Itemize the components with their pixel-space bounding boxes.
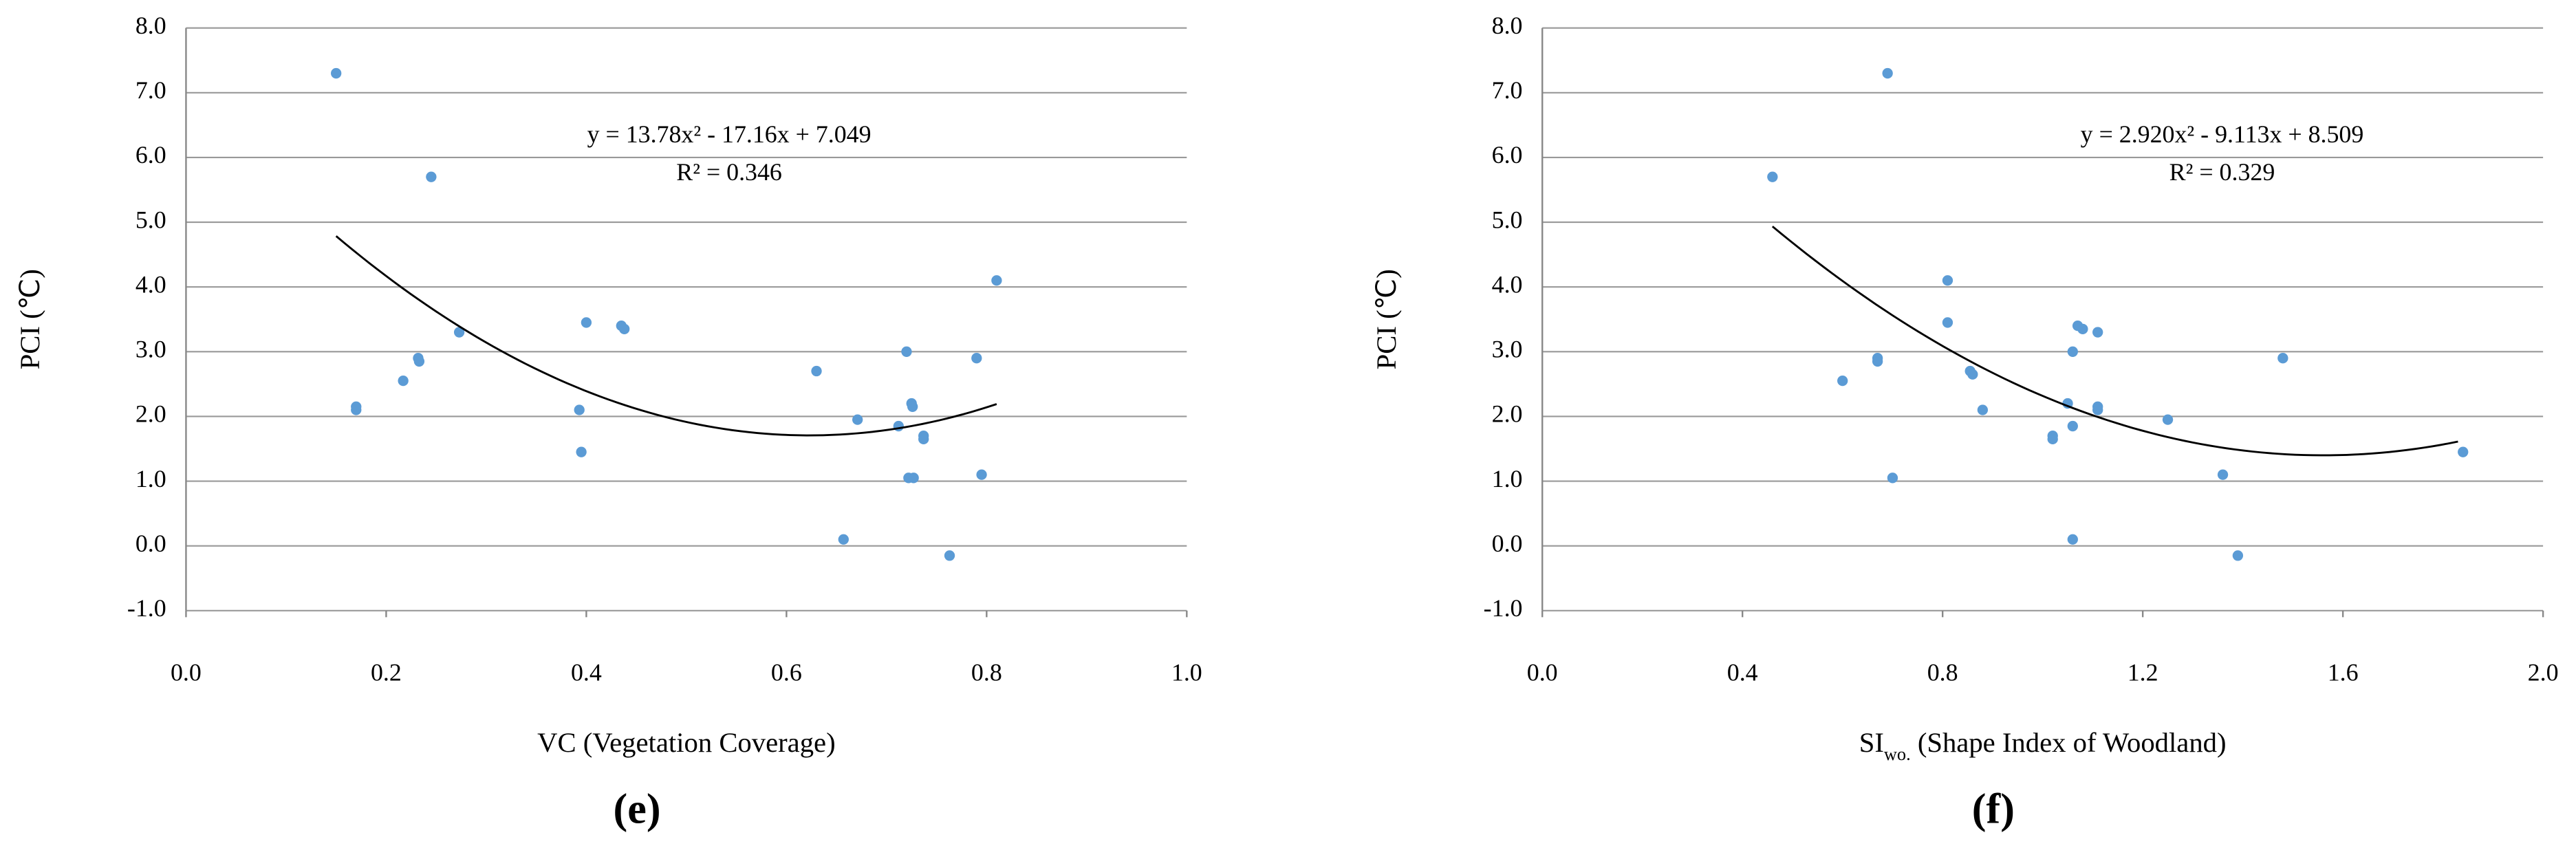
x-tick-label: 0.4 bbox=[571, 658, 602, 686]
y-tick-label: 3.0 bbox=[1492, 336, 1523, 363]
point bbox=[2072, 320, 2083, 332]
panel-label: (f) bbox=[1972, 785, 2015, 832]
y-tick-label: 0.0 bbox=[136, 530, 166, 557]
trendline-equation: y = 13.78x² - 17.16x + 7.049 bbox=[587, 120, 872, 148]
point bbox=[838, 534, 849, 545]
point bbox=[1882, 67, 1893, 79]
point bbox=[971, 353, 982, 364]
x-tick-label: 0.8 bbox=[1927, 658, 1958, 686]
point bbox=[351, 401, 362, 412]
point bbox=[2217, 469, 2229, 480]
point bbox=[1967, 369, 1978, 380]
point bbox=[2067, 346, 2078, 357]
y-tick-label: 3.0 bbox=[136, 336, 166, 363]
point bbox=[852, 414, 863, 425]
point bbox=[918, 430, 929, 442]
y-tick-label: 7.0 bbox=[1492, 76, 1523, 104]
trendline-equation: y = 2.920x² - 9.113x + 8.509 bbox=[2081, 120, 2364, 148]
point bbox=[1887, 473, 1898, 484]
x-tick-label: 1.6 bbox=[2328, 658, 2359, 686]
point bbox=[2047, 433, 2058, 445]
point bbox=[1942, 275, 1953, 286]
point bbox=[398, 375, 409, 387]
point bbox=[811, 365, 822, 377]
y-tick-label: 8.0 bbox=[136, 12, 166, 39]
x-tick-label: 2.0 bbox=[2528, 658, 2559, 686]
panel-label: (e) bbox=[614, 785, 661, 832]
x-axis-label-part: (Shape Index of Woodland) bbox=[1911, 727, 2227, 758]
x-tick-label: 0.6 bbox=[771, 658, 802, 686]
x-axis-label: SIwo. (Shape Index of Woodland) bbox=[1859, 727, 2227, 763]
y-tick-label: 0.0 bbox=[1492, 530, 1523, 557]
point bbox=[453, 327, 465, 338]
x-tick-label: 0.0 bbox=[1527, 658, 1558, 686]
point bbox=[1767, 171, 1778, 182]
x-axis-label-part: wo. bbox=[1884, 744, 1911, 764]
point bbox=[426, 171, 437, 182]
x-tick-label: 0.0 bbox=[171, 658, 202, 686]
x-axis-label-part: VC (Vegetation Coverage) bbox=[537, 727, 836, 758]
x-tick-label: 1.0 bbox=[1171, 658, 1202, 686]
trendline-r-squared: R² = 0.329 bbox=[2169, 158, 2275, 186]
point bbox=[2458, 446, 2469, 457]
point bbox=[907, 401, 918, 412]
point bbox=[2067, 420, 2078, 432]
y-tick-label: 2.0 bbox=[1492, 400, 1523, 428]
x-tick-label: 0.8 bbox=[971, 658, 1002, 686]
x-axis-label: VC (Vegetation Coverage) bbox=[537, 727, 836, 758]
point bbox=[2092, 404, 2103, 415]
point bbox=[1872, 356, 1883, 367]
trendline bbox=[335, 235, 997, 437]
trendline bbox=[1771, 226, 2458, 457]
x-axis-label-part: SI bbox=[1859, 727, 1884, 758]
point bbox=[413, 356, 425, 367]
y-tick-label: 6.0 bbox=[136, 141, 166, 169]
y-tick-label: 5.0 bbox=[1492, 206, 1523, 233]
point bbox=[581, 317, 592, 328]
y-tick-label: 1.0 bbox=[1492, 465, 1523, 492]
y-tick-label: 2.0 bbox=[136, 400, 166, 428]
y-axis-label: PCI (℃) bbox=[14, 269, 45, 369]
point bbox=[901, 346, 912, 357]
point bbox=[2162, 414, 2174, 425]
y-tick-label: 6.0 bbox=[1492, 141, 1523, 169]
x-tick-label: 0.4 bbox=[1727, 658, 1758, 686]
point bbox=[1942, 317, 1953, 328]
point bbox=[576, 446, 587, 457]
y-tick-label: 7.0 bbox=[136, 76, 166, 104]
y-axis-label: PCI (℃) bbox=[1371, 269, 1402, 369]
y-tick-label: -1.0 bbox=[127, 594, 166, 622]
point bbox=[1837, 375, 1848, 387]
trendline-r-squared: R² = 0.346 bbox=[676, 158, 782, 186]
point bbox=[2067, 534, 2078, 545]
point bbox=[991, 275, 1002, 286]
y-tick-label: -1.0 bbox=[1484, 594, 1523, 622]
x-tick-label: 0.2 bbox=[371, 658, 402, 686]
y-tick-label: 8.0 bbox=[1492, 12, 1523, 39]
y-tick-label: 1.0 bbox=[136, 465, 166, 492]
point bbox=[1977, 404, 1989, 415]
point bbox=[908, 473, 919, 484]
point bbox=[2277, 353, 2288, 364]
point bbox=[2232, 550, 2244, 561]
y-tick-label: 4.0 bbox=[1492, 270, 1523, 298]
point bbox=[976, 469, 987, 480]
point bbox=[2092, 327, 2103, 338]
point bbox=[331, 67, 342, 79]
point bbox=[619, 323, 630, 335]
y-tick-label: 5.0 bbox=[136, 206, 166, 233]
x-tick-label: 1.2 bbox=[2128, 658, 2158, 686]
y-tick-label: 4.0 bbox=[136, 270, 166, 298]
point bbox=[944, 550, 955, 561]
point bbox=[574, 404, 585, 415]
